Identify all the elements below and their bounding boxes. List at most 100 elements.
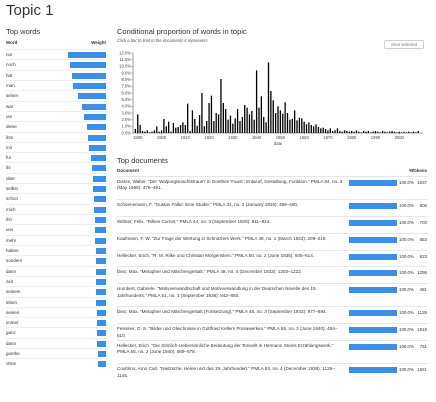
chart-bar[interactable] xyxy=(274,113,277,133)
document-row[interactable]: Hellecker, Erich. "Die Stimlich-Uebersin… xyxy=(117,339,427,363)
word-row[interactable]: uns xyxy=(6,224,106,234)
document-citation[interactable]: Schoenemann, F. "Gustav Falke: Eine Stud… xyxy=(117,202,299,208)
word-row[interactable]: mir xyxy=(6,141,106,152)
chart-bar[interactable] xyxy=(227,119,229,133)
chart-bar[interactable] xyxy=(336,128,339,133)
chart-bar[interactable] xyxy=(206,121,208,133)
word-row[interactable]: noch xyxy=(6,59,106,69)
chart-bar[interactable] xyxy=(236,109,239,133)
chart-bar[interactable] xyxy=(377,131,379,133)
chart-bar[interactable] xyxy=(320,128,322,133)
word-row[interactable]: ihr xyxy=(6,162,106,172)
word-row[interactable]: über xyxy=(6,172,106,183)
chart-bar[interactable] xyxy=(232,123,234,133)
chart-bar[interactable] xyxy=(355,130,358,133)
chart-bar[interactable] xyxy=(408,131,410,133)
chart-bar[interactable] xyxy=(358,131,360,133)
chart-bar[interactable] xyxy=(165,126,167,133)
chart-bar[interactable] xyxy=(403,131,405,133)
document-citation[interactable]: Kaufmann, F. W. "Zur Frage der Wertung i… xyxy=(117,235,327,241)
chart-bar[interactable] xyxy=(415,132,417,133)
chart-bar[interactable] xyxy=(270,91,272,133)
chart-bar[interactable] xyxy=(308,122,310,133)
chart-bar[interactable] xyxy=(289,119,291,133)
chart-bar[interactable] xyxy=(291,119,293,133)
chart-bar[interactable] xyxy=(213,121,215,133)
word-row[interactable]: man xyxy=(6,79,106,90)
chart-bar[interactable] xyxy=(248,114,251,133)
chart-bar[interactable] xyxy=(187,103,189,133)
word-row[interactable]: war xyxy=(6,100,106,111)
word-row[interactable]: seiner xyxy=(6,90,106,100)
chart-bar[interactable] xyxy=(160,130,163,133)
chart-bar[interactable] xyxy=(405,132,408,133)
word-row[interactable]: diese xyxy=(6,121,106,131)
chart-bar[interactable] xyxy=(234,118,236,133)
chart-bar[interactable] xyxy=(296,120,298,133)
word-row[interactable]: dann xyxy=(6,337,106,348)
percent-column-header[interactable]: % xyxy=(409,168,414,173)
chart-bar[interactable] xyxy=(351,131,353,133)
chart-bar[interactable] xyxy=(313,126,315,133)
chart-bar[interactable] xyxy=(391,131,393,133)
tokens-column-header[interactable]: Tokens xyxy=(411,168,427,173)
chart-bar[interactable] xyxy=(253,119,255,133)
chart-bar[interactable] xyxy=(317,127,320,133)
chart-bar[interactable] xyxy=(362,131,365,133)
chart-bar[interactable] xyxy=(229,115,232,133)
chart-bar[interactable] xyxy=(315,124,317,133)
chart-bar[interactable] xyxy=(163,119,165,133)
word-row[interactable]: sondern xyxy=(6,255,106,265)
word-row[interactable]: haben xyxy=(6,244,106,255)
document-column-header[interactable]: Document xyxy=(117,168,140,173)
word-row[interactable]: seinem xyxy=(6,286,106,296)
chart-bar[interactable] xyxy=(370,132,372,133)
chart-bar[interactable] xyxy=(148,132,151,133)
chart-bar[interactable] xyxy=(348,131,350,133)
word-row[interactable]: hat xyxy=(6,69,106,80)
chart-bar[interactable] xyxy=(293,110,296,133)
document-citation[interactable]: Diez, Max. "Metapher und Märchengestalt … xyxy=(117,309,327,315)
chart-bar[interactable] xyxy=(277,106,279,133)
document-citation[interactable]: Dietze, Walter. "Der 'Walpurgisnachtstra… xyxy=(117,179,343,191)
chart-bar[interactable] xyxy=(220,79,222,133)
chart-bar[interactable] xyxy=(191,110,194,133)
chart-bar[interactable] xyxy=(327,130,329,133)
chart-bar[interactable] xyxy=(151,131,153,133)
chart-bar[interactable] xyxy=(246,107,248,133)
document-citation[interactable]: Coultrino, Arno Carl. "Nietzsche, Heine … xyxy=(117,366,335,378)
chart-bar[interactable] xyxy=(182,122,184,133)
chart-bar[interactable] xyxy=(244,105,246,133)
word-row[interactable]: mich xyxy=(6,203,106,214)
document-row[interactable]: Humbert, Gabriele. "Motivverwandtschaft … xyxy=(117,283,427,306)
chart-bar[interactable] xyxy=(322,127,324,133)
chart-bar[interactable] xyxy=(153,130,156,133)
chart-bar[interactable] xyxy=(267,62,270,134)
word-row[interactable]: ihm xyxy=(6,131,106,142)
chart-bar[interactable] xyxy=(201,93,203,133)
word-row[interactable]: fur xyxy=(6,152,106,162)
chart-bar[interactable] xyxy=(298,117,301,133)
word-row[interactable]: nur xyxy=(6,49,106,59)
chart-bar[interactable] xyxy=(393,131,396,133)
chart-bar[interactable] xyxy=(284,102,286,133)
chart-bar[interactable] xyxy=(367,131,369,133)
chart-bar[interactable] xyxy=(334,130,336,133)
chart-bar[interactable] xyxy=(412,131,415,133)
word-row[interactable]: ihn xyxy=(6,214,106,224)
chart-bar[interactable] xyxy=(410,132,412,133)
document-row[interactable]: Diez, Max. "Metapher und Märchengestalt.… xyxy=(117,266,427,283)
chart-bar[interactable] xyxy=(365,131,367,133)
chart-bar[interactable] xyxy=(417,131,419,133)
document-row[interactable]: Hellecker, Erich. "R. M. Rilke und Chris… xyxy=(117,249,427,267)
chart-bar[interactable] xyxy=(379,132,381,133)
chart-bar[interactable] xyxy=(396,132,398,133)
document-row[interactable]: Kaufmann, F. W. "Zur Frage der Wertung i… xyxy=(117,232,427,250)
word-column-header[interactable]: Word xyxy=(6,40,18,45)
chart-bar[interactable] xyxy=(263,117,265,133)
chart-bar[interactable] xyxy=(141,131,144,133)
chart-bar[interactable] xyxy=(260,96,263,133)
word-row[interactable]: ohne xyxy=(6,358,106,368)
chart-bar[interactable] xyxy=(381,131,384,133)
document-citation[interactable]: Wittner, Felix. "Rilkes Cornet." PMLA 44… xyxy=(117,218,271,224)
